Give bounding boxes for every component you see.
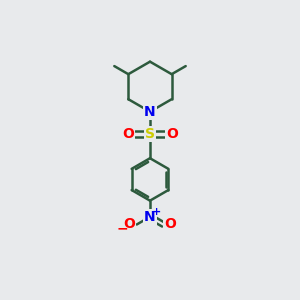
Text: S: S xyxy=(145,127,155,141)
Text: O: O xyxy=(122,127,134,141)
Text: O: O xyxy=(164,218,176,232)
Text: N: N xyxy=(144,210,156,224)
Text: O: O xyxy=(123,218,135,232)
Text: N: N xyxy=(144,105,156,119)
Text: +: + xyxy=(152,206,161,217)
Text: O: O xyxy=(166,127,178,141)
Text: −: − xyxy=(117,221,128,235)
